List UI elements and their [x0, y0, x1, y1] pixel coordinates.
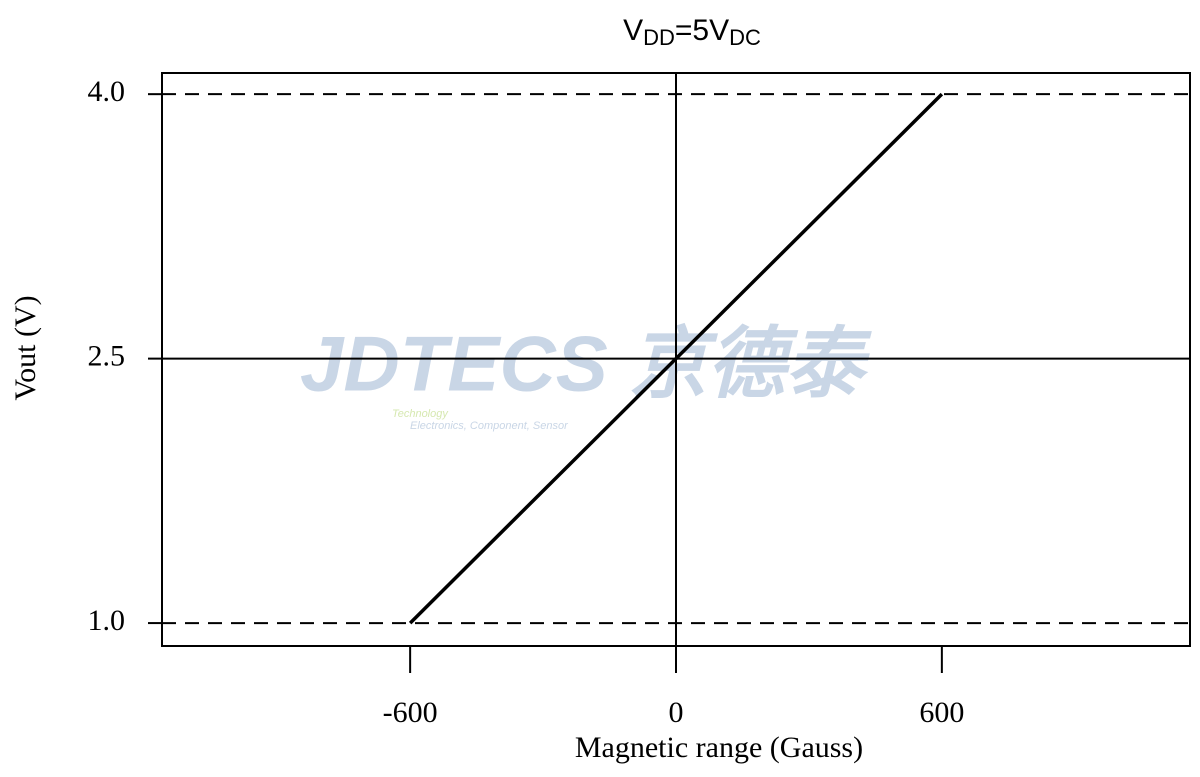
data-line [408, 92, 944, 625]
y-axis-label: Vout (V) [9, 295, 42, 400]
x-tick-label: 600 [919, 696, 964, 729]
x-tick-label: -600 [383, 696, 438, 729]
watermark: JDTECS 京德泰 [300, 320, 872, 408]
y-tick-label: 2.5 [88, 340, 126, 373]
y-tick-label: 4.0 [88, 75, 126, 108]
y-tick-label: 1.0 [88, 604, 126, 637]
title-part: DD [643, 25, 675, 50]
chart-title: VDD=5VDC [623, 14, 761, 50]
x-tick-label: 0 [669, 696, 684, 729]
title-part: V [623, 14, 643, 47]
watermark-sub: Electronics, Component, Sensor [410, 420, 569, 432]
title-part: =5V [675, 14, 729, 47]
x-axis-label: Magnetic range (Gauss) [575, 731, 863, 764]
watermark-sub: Technology [392, 408, 449, 420]
title-part: DC [729, 25, 761, 50]
